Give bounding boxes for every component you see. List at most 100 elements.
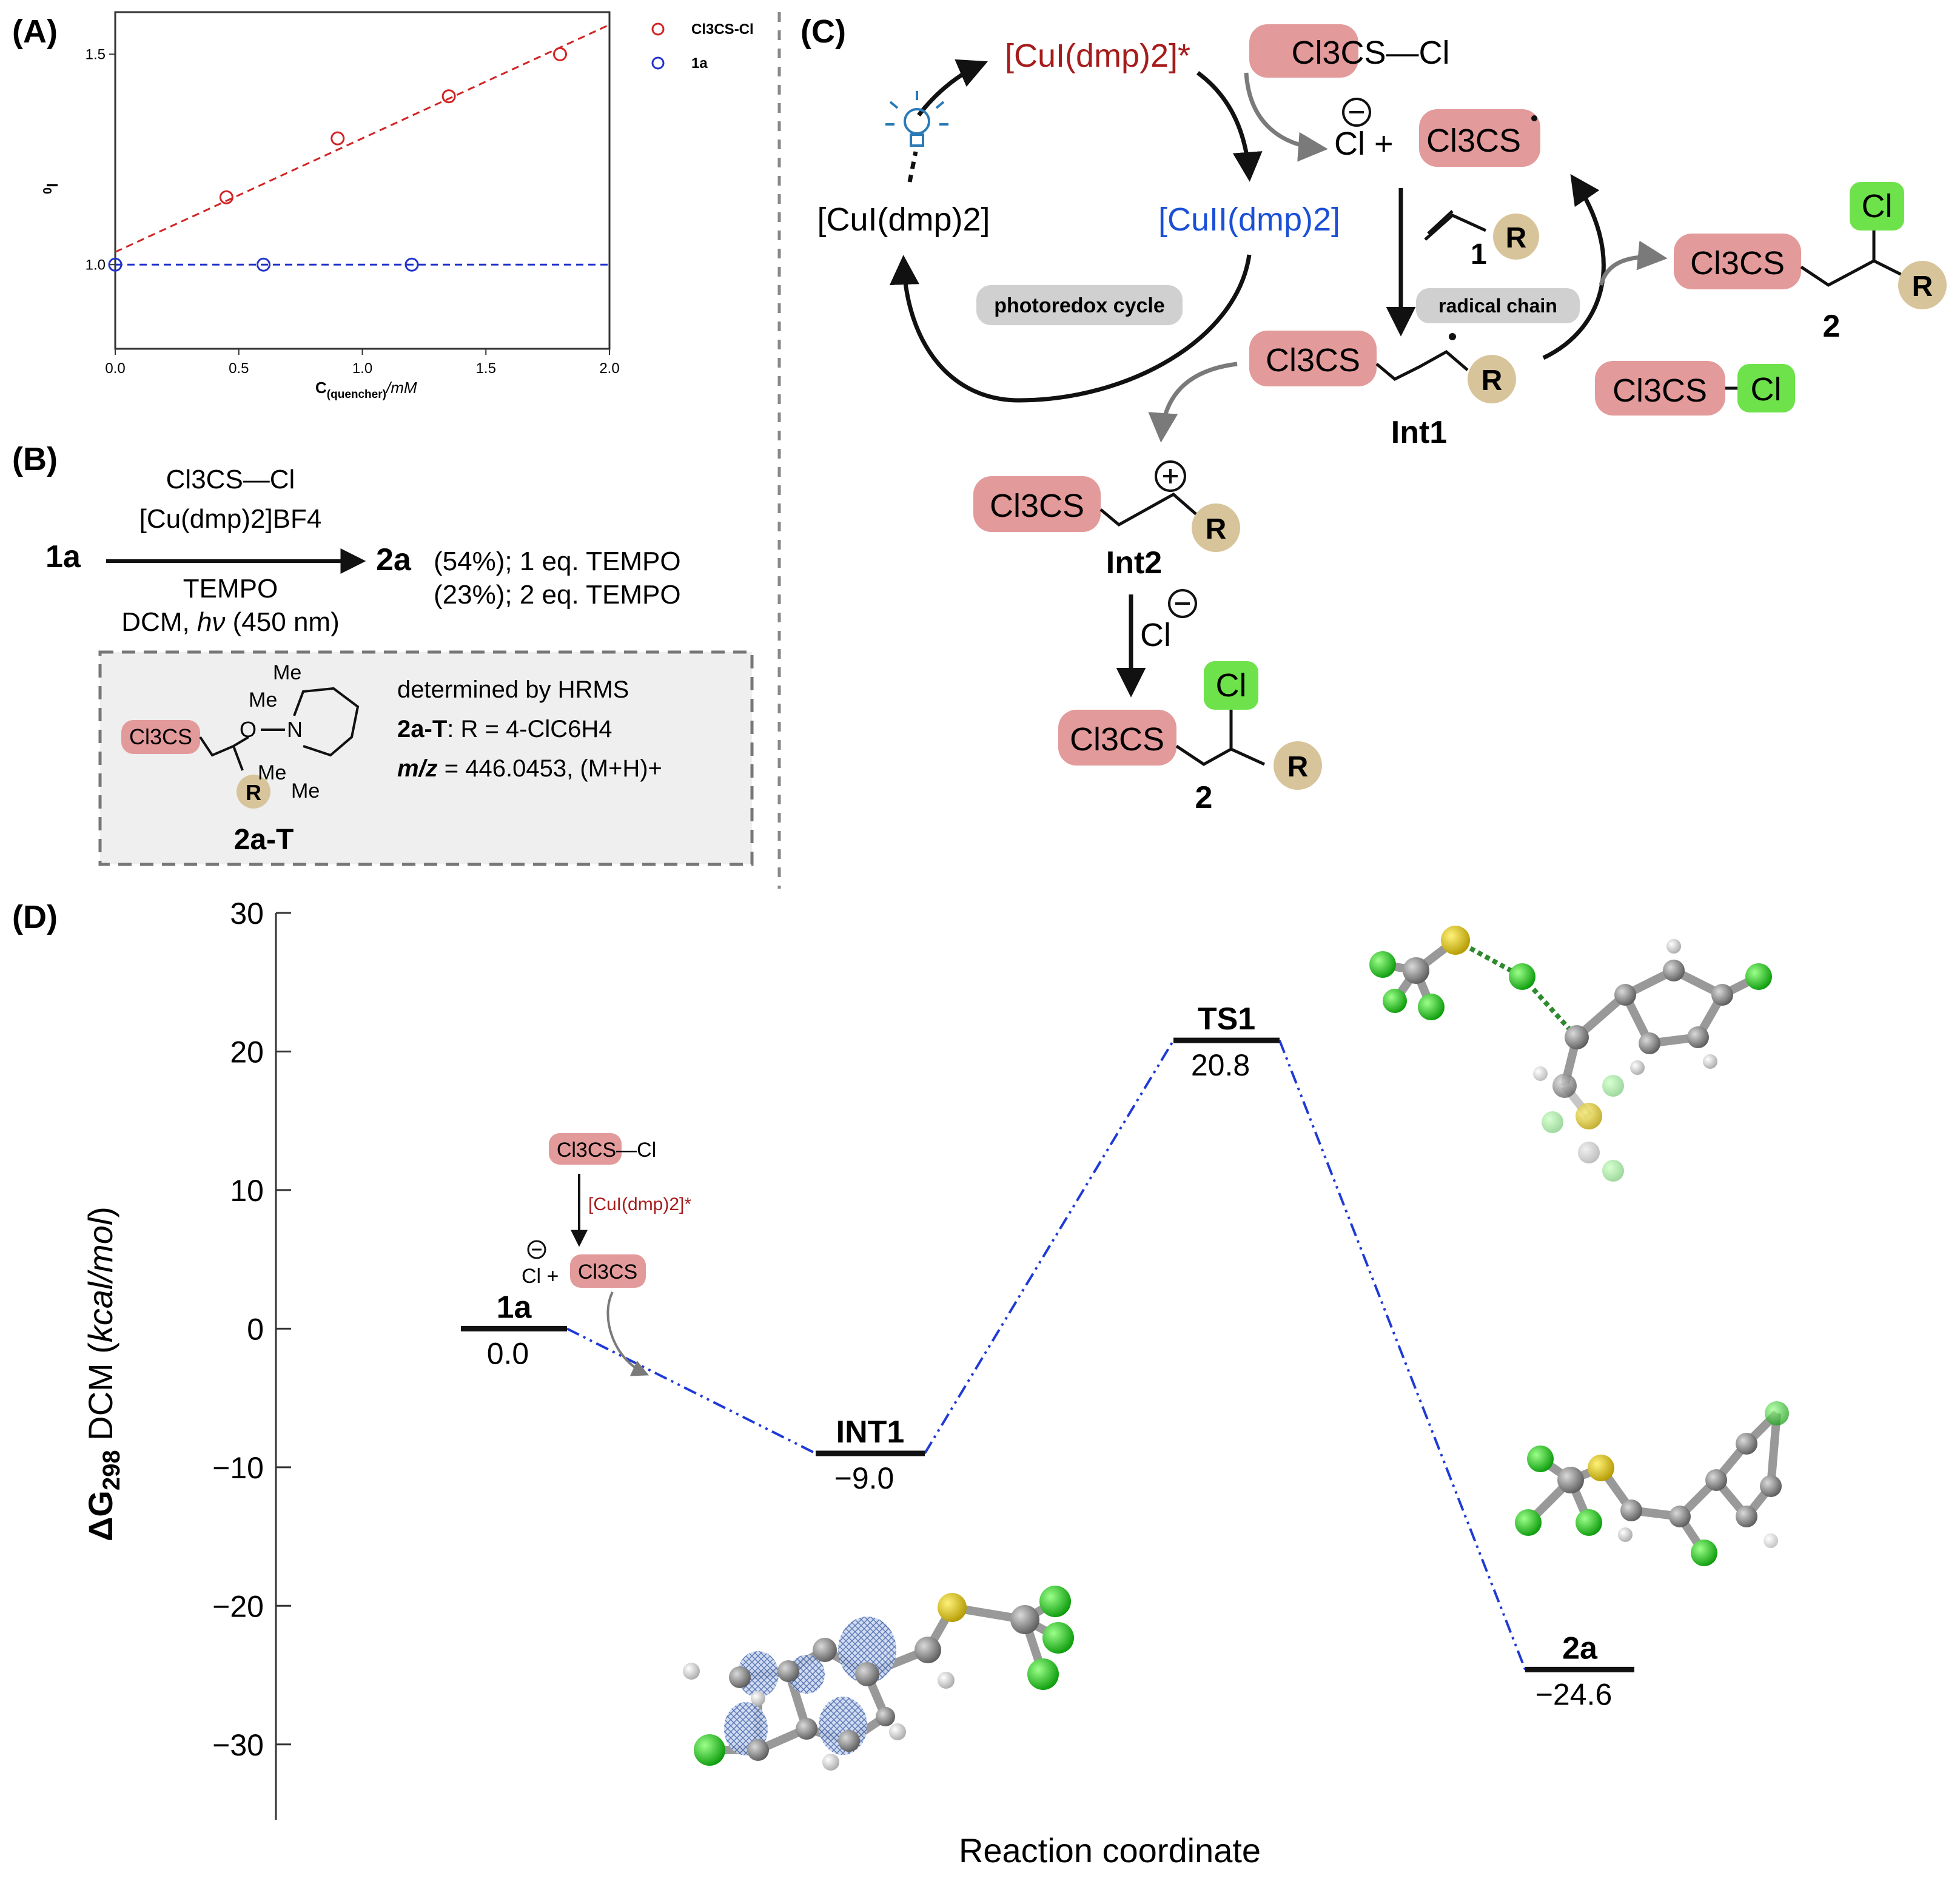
- c-reagent2-cl: Cl: [1751, 371, 1782, 408]
- b-adduct-label: 2a-T: [234, 824, 294, 856]
- c-bottom-r: [1274, 741, 1322, 790]
- c-top-reagent: Cl3CS—Cl: [1291, 35, 1449, 71]
- panel-label-d: (D): [12, 899, 58, 935]
- b-yield-2: (23%); 2 eq. TEMPO: [434, 580, 681, 610]
- ts1-molecule-illustration: [1369, 926, 1772, 1182]
- c-right-product-cl3cs: Cl3CS: [1690, 245, 1785, 281]
- product-molecule-illustration: [1515, 1401, 1789, 1566]
- panel-label-c: (C): [800, 13, 846, 50]
- c-radical-dot: [1531, 115, 1537, 121]
- c-photoredox-pill: [976, 285, 1183, 325]
- c-int2-r: [1192, 503, 1240, 552]
- chart-a-legend: Cl3CS-Cl 1a: [651, 21, 754, 72]
- chart-d-ylabel: ΔG298 DCM (kcal/mol): [81, 1207, 125, 1541]
- data-point-0-0: [219, 190, 233, 204]
- c-int1-label: Int1: [1391, 415, 1447, 450]
- legend-marker-1a: [651, 56, 665, 70]
- c-bottom-product-tag: [1058, 710, 1176, 766]
- c-oxidation-arrow: [1196, 71, 1263, 182]
- b-r-text: R: [246, 780, 261, 805]
- c-right-r-text: R: [1912, 271, 1933, 303]
- b-box-line3: m/z = 446.0453, (M+H)+: [397, 755, 662, 782]
- b-adduct-box: [98, 650, 754, 866]
- energy-link-2: [924, 1040, 1175, 1455]
- c-cu-ground: [CuI(dmp)2]: [817, 201, 990, 238]
- b-me-4: Me: [291, 779, 320, 803]
- b-r-group: [237, 775, 270, 809]
- d-inset-cat: [CuI(dmp)2]*: [588, 1194, 691, 1214]
- b-catalyst: [Cu(dmp)2]BF4: [139, 504, 322, 534]
- panel-label-b: (B): [12, 441, 58, 477]
- c-cu-excited: [CuI(dmp)2]*: [1005, 38, 1190, 74]
- c-int2-tag: [973, 476, 1101, 532]
- c-cl-plus: Cl +: [1334, 126, 1394, 162]
- c-radical-chain-label: radical chain: [1438, 295, 1557, 317]
- d-inset-cl: Cl +: [522, 1265, 559, 1288]
- c-top-cl3cs-tag: [1249, 24, 1358, 78]
- c-radical-tag: [1419, 109, 1540, 167]
- chart-a-xtick-label: 1.5: [476, 360, 496, 377]
- b-o-atom: O: [240, 717, 257, 742]
- lightbulb-icon: [885, 91, 948, 147]
- b-me-1: Me: [273, 661, 301, 684]
- b-yield-1: (54%); 1 eq. TEMPO: [434, 547, 681, 576]
- c-chain-arrow: [1542, 173, 1606, 360]
- energy-profile-chart: 30 20 10 0 −10 −20 −30 1a 0.0 INT1 −9.0 TS1 20.8 2a −…: [81, 897, 1789, 1870]
- energy-level-name: TS1: [1198, 1001, 1255, 1037]
- legend-marker-cl3cscl: [651, 22, 665, 36]
- b-cl3cs-text: Cl3CS: [129, 724, 192, 749]
- c-bottom-r-text: R: [1287, 751, 1309, 783]
- c-int2-r-text: R: [1206, 513, 1227, 545]
- chart-d-ytick-label: 10: [230, 1174, 264, 1208]
- c-right-cl-tag: [1850, 182, 1904, 231]
- c-bottom-cl-tag: [1204, 661, 1258, 710]
- c-int1-radical-dot: [1449, 333, 1456, 340]
- c-reagent2-cl-tag: [1737, 364, 1795, 412]
- b-me-2: Me: [249, 688, 277, 712]
- fit-line-0: [115, 24, 610, 253]
- c-int2-label: Int2: [1106, 545, 1162, 581]
- chart-a-frame: [114, 11, 611, 350]
- c-bottom-product-num: 2: [1195, 780, 1213, 815]
- data-point-0-3: [553, 47, 567, 61]
- d-inset-tag: [549, 1133, 622, 1165]
- chart-d-ytick-label: −10: [212, 1451, 264, 1485]
- c-chloride: Cl: [1140, 617, 1171, 653]
- d-inset-curved-arrow: [606, 1291, 649, 1376]
- chart-a-xtick-label: 0.5: [229, 360, 249, 377]
- c-radical-text: Cl3CS: [1426, 123, 1521, 159]
- chart-d-ytick-label: 20: [230, 1035, 264, 1069]
- legend-label-1a: 1a: [691, 55, 708, 72]
- chart-d-ytick-label: 0: [247, 1312, 264, 1346]
- c-reduction-arrow: [889, 254, 1252, 403]
- b-box-line1: determined by HRMS: [397, 676, 629, 703]
- b-n-atom: N: [287, 717, 303, 742]
- chart-a-ylabel: 0I: [41, 183, 61, 194]
- c-alkene-num: 1: [1471, 238, 1487, 271]
- c-int2-cl3cs: Cl3CS: [990, 488, 1084, 524]
- c-alkene-r: [1493, 214, 1539, 260]
- c-radical-chain-pill: [1416, 288, 1580, 323]
- b-adduct-structure: Cl3CS R O N Me Me Me Me 2a-T: [121, 661, 360, 856]
- c-dashed-link: [907, 151, 918, 183]
- stern-volmer-chart: 0.0 0.5 1.0 1.5 2.01.01.5 0I C(quencher)/mM …: [41, 11, 754, 401]
- c-oxidation-int2-arrow: [1148, 362, 1238, 443]
- c-int1-r: [1468, 355, 1516, 403]
- data-point-0-2: [441, 89, 456, 104]
- c-alkene-r-text: R: [1506, 222, 1527, 254]
- panel-label-a: (A): [12, 13, 58, 50]
- chart-a-ytick-label: 1.5: [86, 46, 106, 62]
- energy-level-name: 1a: [497, 1290, 532, 1325]
- energy-level-name: 2a: [1562, 1631, 1598, 1666]
- c-bottom-product-cl3cs: Cl3CS: [1070, 721, 1164, 758]
- chart-a-xtick-label: 0.0: [105, 360, 125, 377]
- chart-a-ytick-label: 1.0: [86, 257, 106, 273]
- energy-level-value: −24.6: [1535, 1677, 1613, 1711]
- c-right-product-num: 2: [1823, 309, 1841, 344]
- b-product: 2a: [376, 542, 412, 577]
- d-inset-radical: Cl3CS: [578, 1260, 637, 1284]
- c-excitation-arrow: [917, 59, 988, 117]
- c-set-arrow: [1244, 72, 1328, 162]
- c-plus-charge: [1155, 460, 1186, 492]
- c-right-r: [1898, 261, 1947, 309]
